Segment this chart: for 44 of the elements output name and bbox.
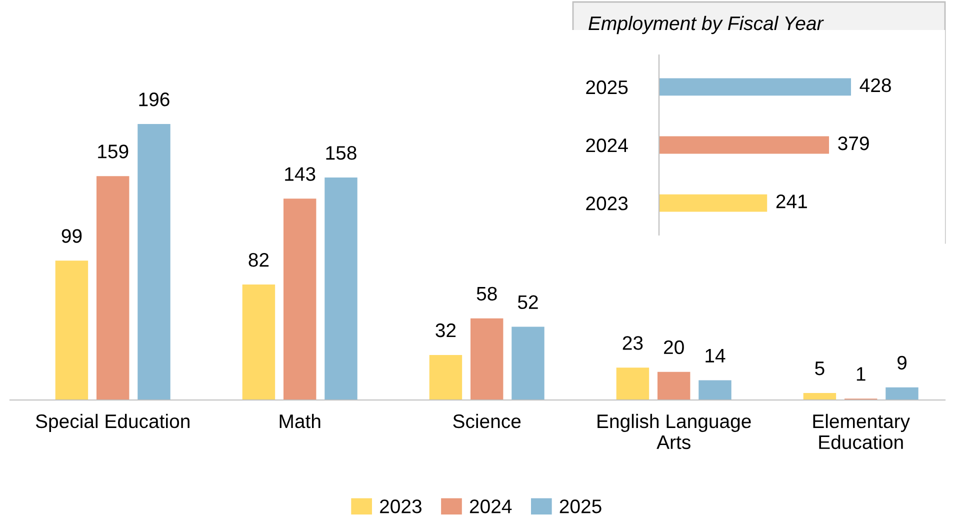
bar bbox=[429, 354, 462, 400]
bar bbox=[886, 387, 918, 400]
data-label: 143 bbox=[285, 167, 316, 181]
data-label: 9 bbox=[897, 356, 906, 370]
x-tick-label: Math bbox=[280, 414, 320, 428]
data-label: 20 bbox=[664, 340, 684, 354]
bar bbox=[698, 380, 732, 400]
bar bbox=[512, 326, 544, 400]
x-tick-label: English Language Arts bbox=[598, 414, 751, 450]
data-label: 241 bbox=[776, 194, 807, 208]
x-tick-label: Elementary Education bbox=[813, 414, 910, 450]
bar bbox=[242, 284, 276, 400]
chart-title: Employment by Fiscal Year bbox=[588, 16, 824, 34]
data-label: 5 bbox=[815, 362, 824, 376]
y-tick-label: 2023 bbox=[586, 196, 628, 210]
data-label: 23 bbox=[622, 336, 643, 350]
bar bbox=[657, 372, 690, 400]
bar bbox=[283, 198, 316, 400]
data-label: 82 bbox=[248, 253, 269, 267]
legend-label: 2024 bbox=[470, 500, 512, 514]
data-label: 99 bbox=[62, 229, 82, 243]
x-tick-label: Special Education bbox=[36, 414, 190, 432]
y-tick-label: 2024 bbox=[586, 138, 628, 152]
bar bbox=[616, 368, 650, 400]
bar bbox=[803, 392, 836, 400]
data-label: 196 bbox=[139, 92, 170, 106]
bar bbox=[470, 318, 504, 400]
legend-label: 2025 bbox=[560, 500, 602, 514]
data-label: 159 bbox=[98, 144, 128, 158]
data-label: 1 bbox=[856, 367, 866, 381]
data-label: 158 bbox=[326, 146, 356, 160]
data-label: 14 bbox=[706, 348, 726, 362]
bar bbox=[138, 124, 170, 400]
data-label: 52 bbox=[518, 295, 538, 310]
x-tick-label: Science bbox=[453, 414, 521, 428]
y-tick-label: 2025 bbox=[586, 80, 628, 94]
data-label: 32 bbox=[436, 323, 456, 338]
bar bbox=[324, 178, 358, 400]
data-label: 58 bbox=[476, 286, 497, 301]
bar bbox=[96, 176, 130, 400]
legend-label: 2023 bbox=[380, 500, 422, 514]
data-label: 428 bbox=[860, 78, 891, 92]
bar bbox=[55, 260, 88, 400]
data-label: 379 bbox=[838, 136, 869, 150]
